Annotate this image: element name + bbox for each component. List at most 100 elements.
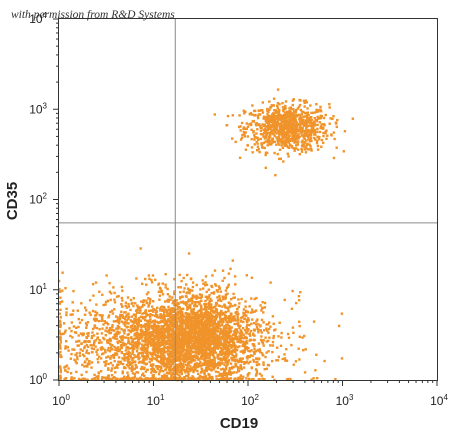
event-point (192, 370, 195, 374)
event-point (204, 376, 207, 379)
event-point (148, 302, 151, 305)
event-point (155, 341, 159, 344)
event-point (154, 335, 157, 338)
event-point (58, 319, 61, 322)
event-point (292, 136, 296, 140)
event-point (187, 350, 191, 353)
event-point (211, 324, 214, 327)
event-point (280, 336, 283, 339)
event-point (137, 356, 140, 359)
event-point (103, 320, 106, 323)
event-point (177, 363, 180, 367)
event-point (160, 328, 164, 331)
event-point (85, 335, 88, 339)
event-point (220, 309, 223, 313)
event-point (265, 323, 268, 326)
event-point (288, 139, 291, 143)
event-point (100, 319, 103, 322)
event-point (159, 287, 162, 291)
event-point (243, 342, 246, 345)
event-point (187, 326, 190, 329)
event-point (203, 369, 206, 372)
event-point (232, 296, 235, 300)
event-point (162, 347, 165, 350)
event-point (281, 357, 284, 361)
event-point (213, 329, 216, 332)
event-point (179, 308, 183, 311)
event-point (173, 292, 176, 296)
event-point (159, 377, 162, 380)
event-point (179, 286, 183, 289)
event-point (158, 343, 161, 346)
event-point (221, 351, 224, 354)
event-point (109, 331, 112, 335)
event-point (266, 140, 269, 144)
event-point (181, 314, 185, 318)
event-point (226, 292, 229, 295)
event-point (269, 344, 272, 347)
event-point (205, 345, 208, 349)
event-point (266, 323, 270, 326)
event-point (143, 374, 146, 377)
event-point (255, 320, 258, 323)
event-point (209, 365, 212, 368)
event-point (306, 124, 309, 128)
event-point (144, 310, 147, 314)
event-point (234, 283, 237, 286)
event-point (215, 311, 218, 314)
event-point (204, 341, 207, 344)
event-point (140, 367, 144, 370)
event-point (157, 345, 161, 348)
event-point (322, 134, 325, 138)
event-point (168, 368, 171, 371)
event-point (201, 324, 204, 328)
event-point (177, 328, 180, 331)
event-point (224, 306, 227, 309)
event-point (89, 313, 92, 317)
event-point (243, 112, 246, 115)
event-point (160, 378, 163, 382)
event-point (143, 366, 146, 369)
event-point (69, 334, 72, 338)
event-point (184, 363, 188, 367)
event-point (173, 278, 176, 281)
event-point (193, 356, 196, 359)
event-point (172, 341, 175, 344)
event-point (168, 350, 171, 353)
event-point (248, 324, 251, 327)
event-point (297, 347, 300, 350)
event-point (245, 314, 248, 317)
event-point (188, 299, 192, 302)
event-point (144, 336, 147, 340)
event-point (175, 320, 179, 323)
event-point (148, 297, 151, 301)
event-point (336, 118, 339, 122)
event-point (249, 122, 253, 125)
event-point (194, 326, 197, 329)
event-point (245, 320, 249, 323)
event-point (154, 278, 157, 281)
event-point (197, 321, 201, 324)
event-point (248, 305, 251, 308)
event-point (238, 326, 241, 330)
event-point (165, 371, 169, 374)
event-point (129, 356, 133, 359)
event-point (254, 368, 258, 371)
event-point (310, 378, 313, 381)
event-point (264, 166, 267, 169)
event-point (223, 333, 227, 336)
event-point (101, 376, 104, 379)
event-point (166, 347, 170, 351)
event-point (318, 121, 322, 124)
event-point (204, 305, 207, 308)
event-point (218, 314, 222, 317)
event-point (132, 360, 135, 364)
event-point (315, 141, 319, 145)
event-point (192, 309, 195, 312)
event-point (218, 324, 222, 327)
event-point (100, 341, 103, 344)
event-point (261, 133, 264, 136)
event-point (103, 360, 106, 364)
event-point (284, 104, 287, 108)
event-point (268, 133, 272, 137)
